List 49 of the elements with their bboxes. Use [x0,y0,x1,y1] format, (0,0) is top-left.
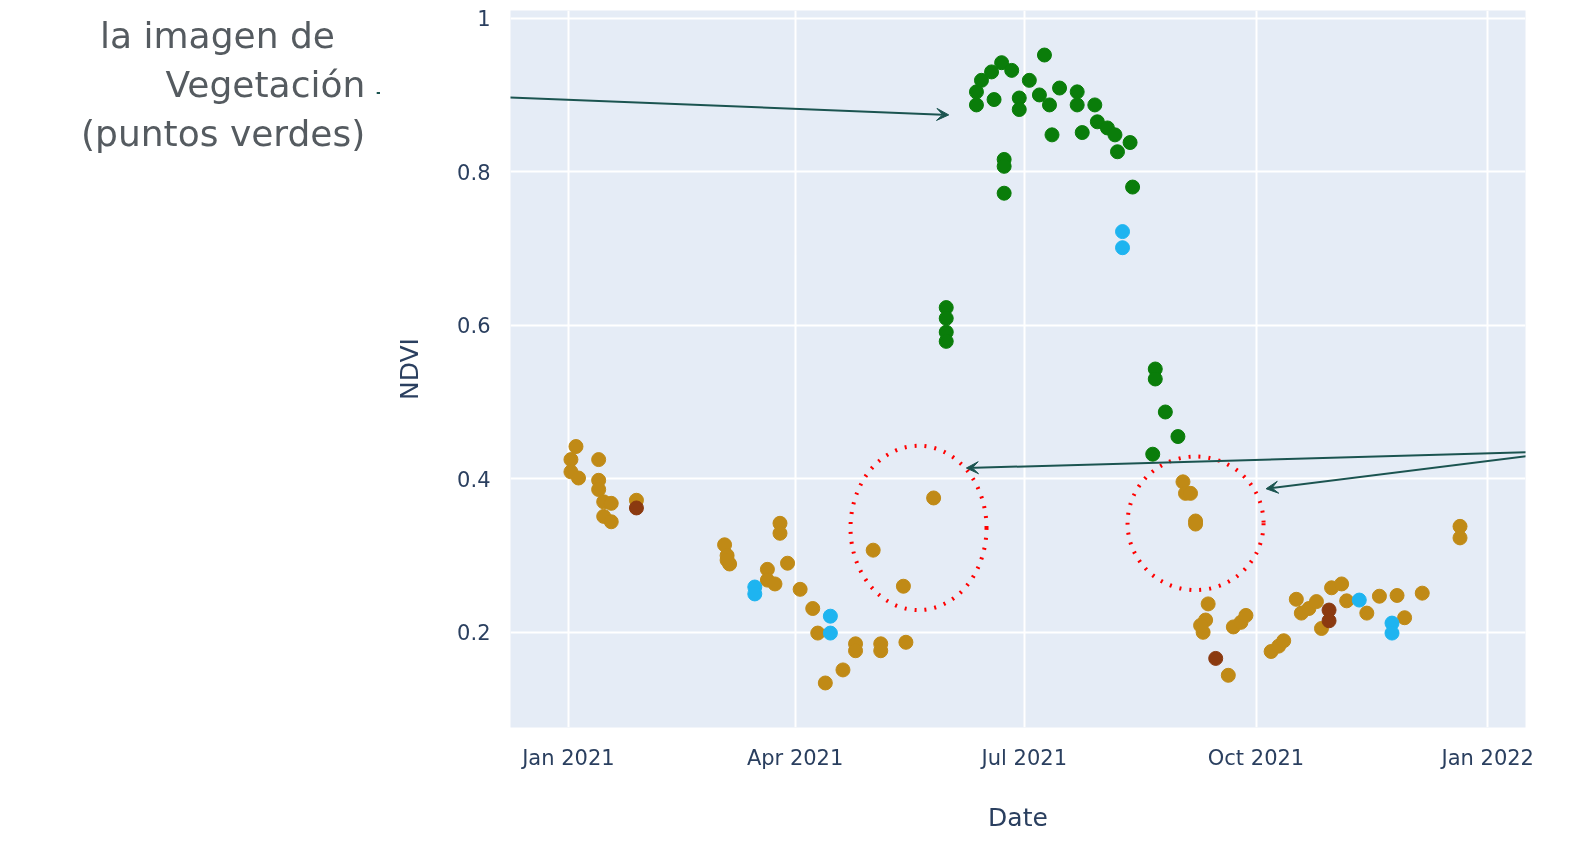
point [1122,135,1138,151]
point [1044,127,1060,143]
point [986,92,1002,108]
point [1069,97,1085,113]
x-tick-label: Jan 2022 [1439,745,1534,770]
point [1109,144,1125,160]
y-tick-label: 0.2 [457,621,491,646]
point [1170,429,1186,445]
y-tick-label: 0.8 [457,160,491,185]
point [822,625,838,641]
y-axis-title: NDVI [395,337,425,400]
point [1089,114,1105,130]
point [1069,84,1085,100]
point [1115,224,1131,240]
x-tick-label: Apr 2021 [746,745,844,770]
point [1004,62,1020,78]
text: Vegetación (puntos verdes) [81,63,366,154]
point [1125,179,1141,195]
point [822,608,838,624]
point [1321,613,1337,629]
x-tick-label: Jan 2021 [520,745,615,770]
point [973,72,989,88]
point [994,55,1010,71]
point [1011,102,1027,118]
point [1074,125,1090,141]
x-tick-label: Oct 2021 [1207,745,1305,770]
point [1351,592,1367,608]
point [628,500,644,516]
point [968,97,984,113]
point [1107,127,1123,143]
text: la imagen de [100,14,335,56]
y-tick-label: 1 [477,7,491,32]
point [1031,87,1047,103]
point [1208,650,1224,666]
y-tick-label: 0.4 [457,467,491,492]
x-axis-title: Date [988,802,1048,832]
point [1052,80,1068,96]
point [968,84,984,100]
point [984,64,1000,80]
point [1145,446,1161,462]
x-tick-label: Jul 2021 [979,745,1068,770]
point [1087,97,1103,113]
y-tick-label: 0.6 [457,314,491,339]
point [1036,47,1052,63]
point [1157,404,1173,420]
point [996,185,1012,201]
point [1041,97,1057,113]
point [1115,240,1131,256]
point [1021,72,1037,88]
